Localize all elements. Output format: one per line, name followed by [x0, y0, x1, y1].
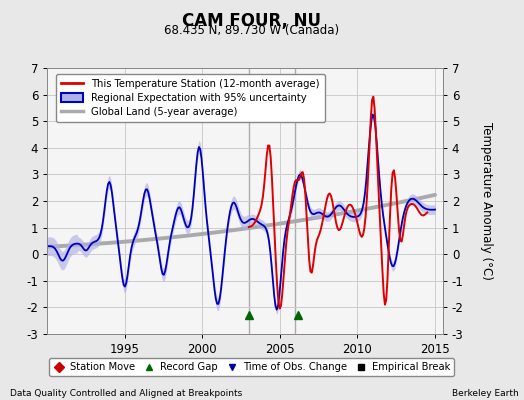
Legend: Station Move, Record Gap, Time of Obs. Change, Empirical Break: Station Move, Record Gap, Time of Obs. C…	[49, 358, 454, 376]
Text: CAM FOUR, NU: CAM FOUR, NU	[182, 12, 321, 30]
Y-axis label: Temperature Anomaly (°C): Temperature Anomaly (°C)	[481, 122, 494, 280]
Legend: This Temperature Station (12-month average), Regional Expectation with 95% uncer: This Temperature Station (12-month avera…	[56, 74, 324, 122]
Text: 68.435 N, 89.730 W (Canada): 68.435 N, 89.730 W (Canada)	[164, 24, 339, 37]
Text: Data Quality Controlled and Aligned at Breakpoints: Data Quality Controlled and Aligned at B…	[10, 389, 243, 398]
Text: Berkeley Earth: Berkeley Earth	[452, 389, 519, 398]
